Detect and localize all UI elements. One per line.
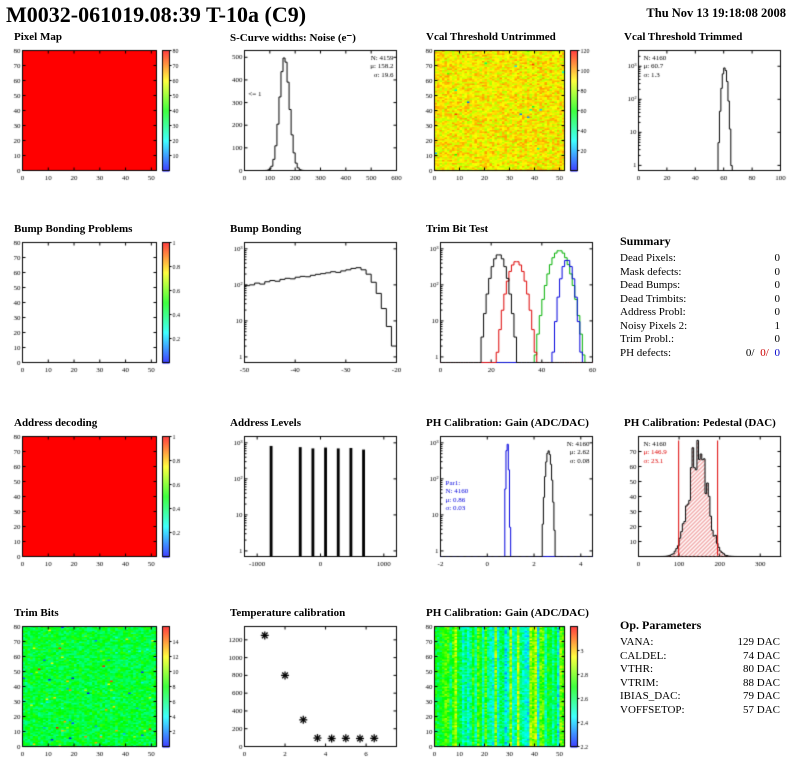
- ph-pedestal-title: PH Calibration: Pedestal (DAC): [624, 417, 776, 429]
- summary-row-trim-probl: Trim Probl.: 0: [620, 333, 780, 347]
- page-header: M0032-061019.08:39 T-10a (C9) Thu Nov 13…: [0, 0, 796, 30]
- ph-gain-heatmap: [412, 620, 608, 762]
- summary-value: 0: [774, 265, 781, 278]
- op-parameters-panel: Op. Parameters VANA: 129 DAC CALDEL: 74 …: [610, 606, 796, 762]
- summary-label: Mask defects:: [620, 265, 682, 278]
- summary-value: 0: [774, 306, 781, 318]
- op-row-vtrim: VTRIM: 88 DAC: [620, 677, 780, 691]
- summary-label: Address Probl:: [620, 306, 686, 318]
- ph-gain-map-title: PH Calibration: Gain (ADC/DAC): [426, 607, 589, 619]
- temperature-calibration-scatter: [216, 620, 406, 762]
- op-row-ibias: IBIAS_DAC: 79 DAC: [620, 690, 780, 704]
- op-row-vana: VANA: 129 DAC: [620, 636, 780, 650]
- op-value: 74 DAC: [743, 649, 780, 662]
- panel-bump-bonding: Bump Bonding: [216, 222, 412, 416]
- vcal-untrimmed-heatmap: [412, 44, 608, 186]
- op-label: IBIAS_DAC:: [620, 690, 681, 702]
- bump-problems-heatmap: [0, 236, 200, 378]
- summary-label: Dead Pixels:: [620, 252, 676, 264]
- summary-value: 0: [774, 292, 781, 305]
- summary-panel: Summary Dead Pixels: 0 Mask defects: 0 D…: [610, 222, 796, 416]
- scurve-noise-histogram: [216, 44, 406, 186]
- op-value: 79 DAC: [743, 690, 780, 702]
- address-levels-title: Address Levels: [230, 417, 301, 429]
- panel-ph-pedestal: PH Calibration: Pedestal (DAC): [610, 416, 796, 606]
- temperature-calibration-title: Temperature calibration: [230, 607, 346, 619]
- pixel-map-title: Pixel Map: [14, 31, 62, 43]
- panel-trim-bits-map: Trim Bits: [0, 606, 216, 762]
- summary-row-noisy-pixels: Noisy Pixels 2: 1: [620, 320, 780, 334]
- summary-label: Dead Trimbits:: [620, 292, 687, 305]
- summary-value: 0: [774, 333, 781, 345]
- summary-row-dead-trimbits: Dead Trimbits: 0: [620, 293, 780, 307]
- vcal-untrimmed-title: Vcal Threshold Untrimmed: [426, 31, 556, 43]
- summary-row-dead-bumps: Dead Bumps: 0: [620, 279, 780, 293]
- panel-pixel-map: Pixel Map: [0, 30, 216, 222]
- vcal-trimmed-title: Vcal Threshold Trimmed: [624, 31, 743, 43]
- op-label: VTRIM:: [620, 676, 659, 689]
- op-value: 80 DAC: [743, 663, 780, 675]
- ph-defects-red: 0/: [760, 346, 769, 359]
- op-row-caldel: CALDEL: 74 DAC: [620, 650, 780, 664]
- vcal-trimmed-histogram: [610, 44, 790, 186]
- panel-vcal-untrimmed: Vcal Threshold Untrimmed: [412, 30, 610, 222]
- address-decoding-heatmap: [0, 430, 200, 572]
- panel-temperature-calibration: Temperature calibration: [216, 606, 412, 762]
- ph-defects-blue: 0: [774, 346, 781, 359]
- pixel-map-heatmap: [0, 44, 200, 186]
- panel-trim-bit-test: Trim Bit Test: [412, 222, 610, 416]
- timestamp: Thu Nov 13 19:18:08 2008: [646, 6, 786, 20]
- summary-row-mask-defects: Mask defects: 0: [620, 266, 780, 280]
- panel-ph-gain-hist: PH Calibration: Gain (ADC/DAC): [412, 416, 610, 606]
- summary-label: Noisy Pixels 2:: [620, 319, 688, 332]
- summary-label: Trim Probl.:: [620, 333, 675, 345]
- summary-row-ph-defects: PH defects: 0/ 0/ 0: [620, 347, 780, 361]
- panel-vcal-trimmed: Vcal Threshold Trimmed: [610, 30, 796, 222]
- trim-bit-test-histograms: [412, 236, 602, 378]
- op-value: 129 DAC: [737, 636, 780, 648]
- panel-scurve-noise: S-Curve widths: Noise (e⁻): [216, 30, 412, 222]
- summary-row-dead-pixels: Dead Pixels: 0: [620, 252, 780, 266]
- op-label: VANA:: [620, 636, 654, 648]
- op-value: 57 DAC: [743, 703, 780, 716]
- ph-defects-values: 0/ 0/ 0: [743, 347, 780, 361]
- op-row-vthr: VTHR: 80 DAC: [620, 663, 780, 677]
- ph-defects-black: 0/: [745, 346, 755, 359]
- panel-bump-problems: Bump Bonding Problems: [0, 222, 216, 416]
- ph-gain-histogram: [412, 430, 602, 572]
- summary-value: 0: [774, 252, 781, 264]
- ph-pedestal-histogram: [610, 430, 790, 572]
- op-label: VOFFSETOP:: [620, 703, 685, 716]
- bump-problems-title: Bump Bonding Problems: [14, 223, 133, 235]
- panel-address-decoding: Address decoding: [0, 416, 216, 606]
- op-row-voffsetop: VOFFSETOP: 57 DAC: [620, 704, 780, 718]
- ph-gain-hist-title: PH Calibration: Gain (ADC/DAC): [426, 417, 589, 429]
- summary-label: PH defects:: [620, 346, 672, 359]
- op-label: CALDEL:: [620, 649, 667, 662]
- op-label: VTHR:: [620, 663, 653, 675]
- trim-bits-heatmap: [0, 620, 200, 762]
- plot-grid: Pixel Map S-Curve widths: Noise (e⁻) Vca…: [0, 30, 796, 762]
- op-value: 88 DAC: [743, 676, 780, 689]
- page-title: M0032-061019.08:39 T-10a (C9): [6, 2, 307, 27]
- summary-title: Summary: [620, 234, 671, 248]
- address-decoding-title: Address decoding: [14, 417, 98, 429]
- panel-address-levels: Address Levels: [216, 416, 412, 606]
- op-parameters-title: Op. Parameters: [620, 618, 702, 632]
- trim-bit-test-title: Trim Bit Test: [426, 223, 489, 235]
- panel-ph-gain-map: PH Calibration: Gain (ADC/DAC): [412, 606, 610, 762]
- summary-value: 0: [774, 279, 781, 291]
- trim-bits-map-title: Trim Bits: [14, 607, 59, 619]
- summary-row-address-probl: Address Probl: 0: [620, 306, 780, 320]
- summary-label: Dead Bumps:: [620, 279, 681, 291]
- bump-bonding-title: Bump Bonding: [230, 223, 302, 235]
- scurve-noise-title: S-Curve widths: Noise (e⁻): [230, 32, 356, 44]
- bump-bonding-histogram: [216, 236, 406, 378]
- summary-value: 1: [774, 319, 781, 332]
- address-levels-histogram: [216, 430, 406, 572]
